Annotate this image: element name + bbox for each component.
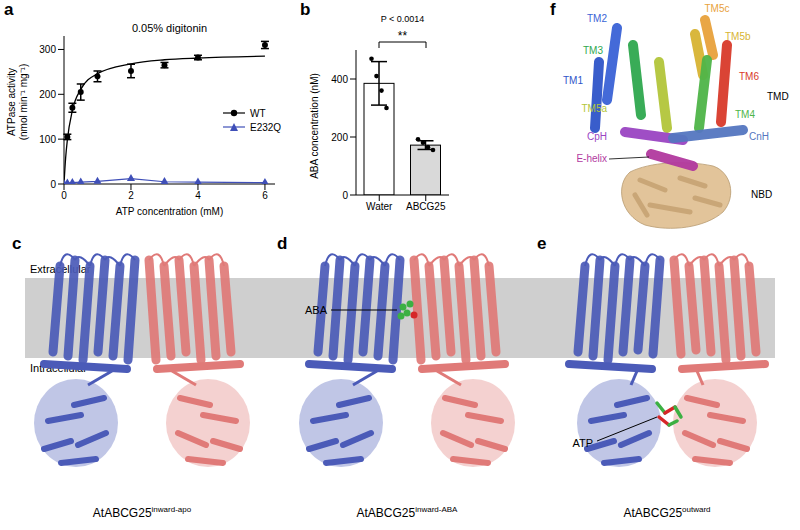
html-text:0.05% digitonin: 0.05% digitonin [131,22,208,34]
svg-text:E-helix: E-helix [576,153,607,164]
html-text:E232Q: E232Q [250,121,282,133]
svg-text:ATP: ATP [572,437,593,449]
svg-text:100: 100 [39,134,56,145]
svg-text:TM6: TM6 [739,71,759,82]
svg-text:d: d [277,235,287,253]
svg-text:TM4: TM4 [735,109,755,120]
svg-text:TM5b: TM5b [725,31,751,42]
svg-text:AtABCG25inward-apo: AtABCG25inward-apo [93,505,192,520]
svg-text:0: 0 [61,190,67,201]
svg-text:(nmol min⁻¹ mg⁻¹): (nmol min⁻¹ mg⁻¹) [18,64,29,141]
svg-text:c: c [12,235,21,253]
svg-text:TM2: TM2 [587,13,607,24]
svg-text:ATPase activity: ATPase activity [6,68,17,136]
svg-text:P < 0.0014: P < 0.0014 [381,14,425,24]
svg-text:400: 400 [331,74,348,85]
html-text:WT: WT [250,107,266,119]
svg-text:0: 0 [50,179,56,190]
svg-text:ABA concentration (nM): ABA concentration (nM) [309,73,320,179]
html-text:ATP concentration (mM): ATP concentration (mM) [115,206,224,217]
svg-text:ABA: ABA [305,304,328,316]
svg-text:Water: Water [366,201,393,212]
svg-text:200: 200 [39,89,56,100]
svg-text:2: 2 [128,190,134,201]
svg-text:CpH: CpH [587,131,607,142]
svg-text:TMD: TMD [767,91,789,102]
svg-text:TM5a: TM5a [581,103,607,114]
svg-text:**: ** [398,29,408,43]
svg-text:TM5c: TM5c [705,3,730,14]
svg-text:6: 6 [262,190,268,201]
svg-text:0: 0 [342,190,348,201]
svg-text:200: 200 [331,132,348,143]
svg-text:ABCG25: ABCG25 [406,201,446,212]
html-text:a: a [4,0,14,19]
svg-text:TM1: TM1 [563,75,583,86]
svg-text:NBD: NBD [751,189,772,200]
svg-text:e: e [537,235,546,253]
svg-text:300: 300 [39,44,56,55]
svg-text:AtABCG25outward: AtABCG25outward [623,505,710,520]
svg-text:TM3: TM3 [583,45,603,56]
html-text:f: f [550,0,556,19]
html-text:b: b [300,0,311,19]
svg-text:Extracellular: Extracellular [30,263,91,275]
svg-text:CnH: CnH [749,131,769,142]
svg-text:AtABCG25inward-ABA: AtABCG25inward-ABA [357,505,459,520]
svg-text:4: 4 [195,190,201,201]
